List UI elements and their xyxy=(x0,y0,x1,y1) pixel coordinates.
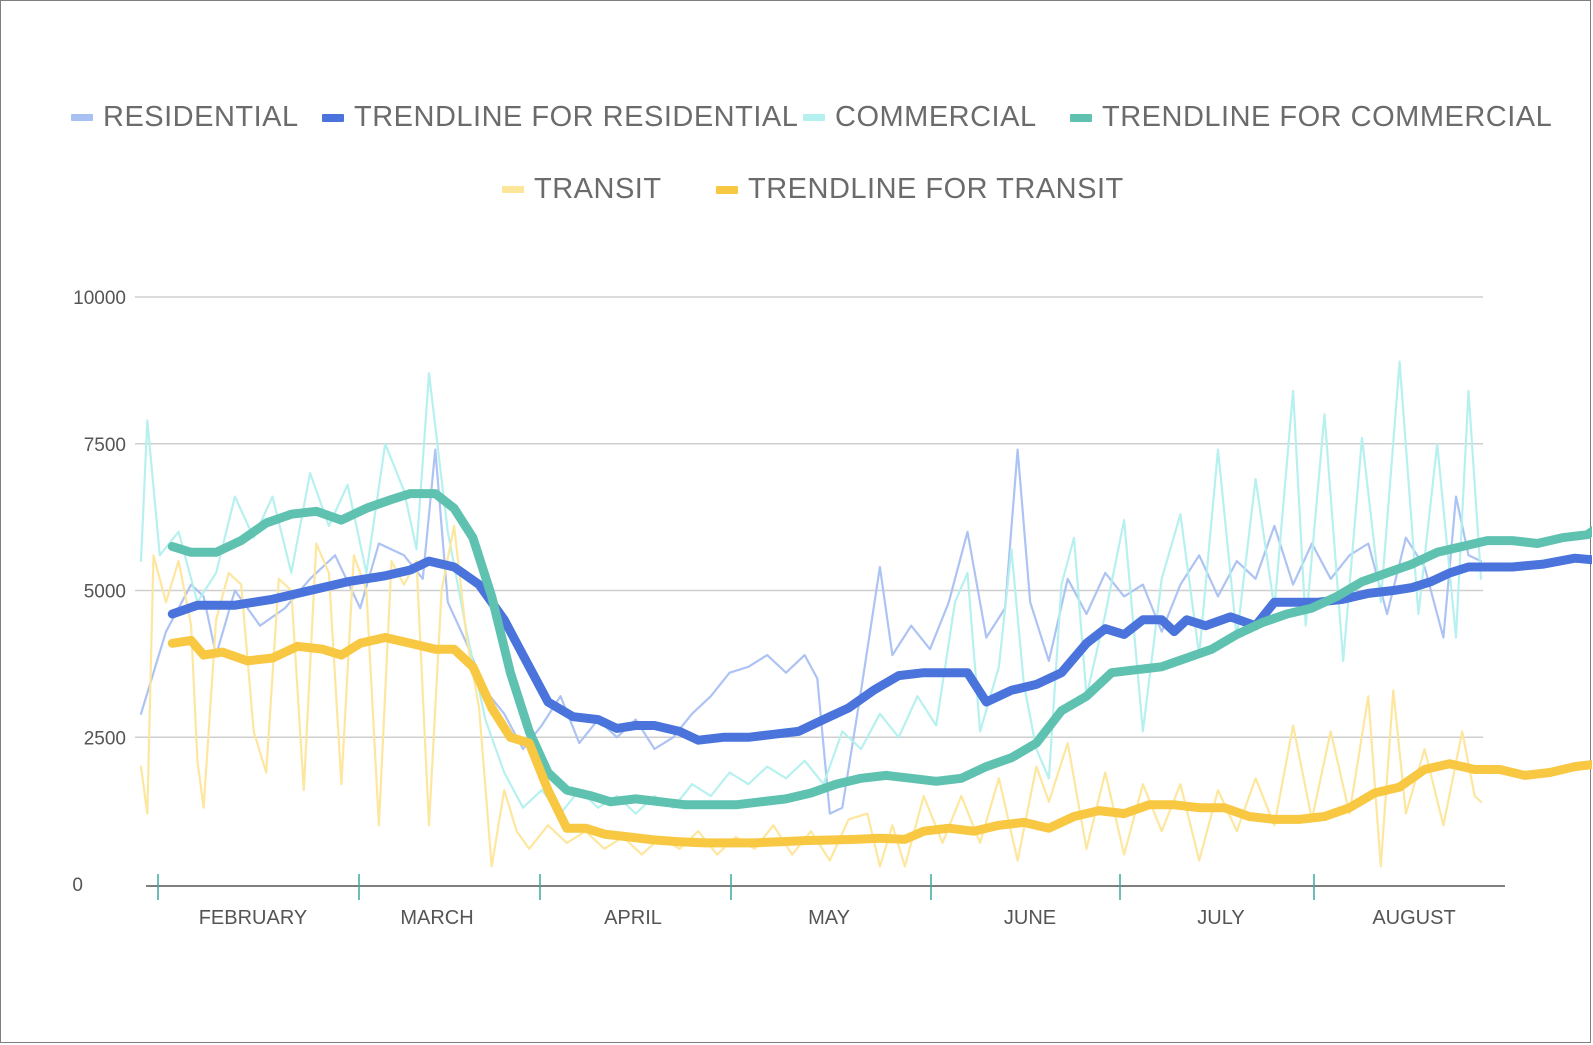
x-tick-label: AUGUST xyxy=(1372,907,1455,929)
legend-item-trendline-commercial[interactable]: TRENDLINE FOR COMMERCIAL xyxy=(1070,101,1552,134)
legend-label-trendline-transit: TRENDLINE FOR TRANSIT xyxy=(748,173,1124,205)
grid-lines xyxy=(135,296,1483,738)
x-axis xyxy=(146,874,1505,900)
legend-swatch-trendline-commercial xyxy=(1070,113,1092,122)
legend-item-transit[interactable]: TRANSIT xyxy=(502,173,662,206)
series-line-trendline-commercial xyxy=(167,489,1592,810)
legend-swatch-residential xyxy=(71,114,93,121)
series-line-trendline-residential xyxy=(167,553,1592,745)
series-line-commercial xyxy=(139,360,1483,815)
legend-item-commercial[interactable]: COMMERCIAL xyxy=(803,101,1037,134)
legend-swatch-trendline-residential xyxy=(322,113,344,122)
legend-swatch-trendline-transit xyxy=(716,185,738,194)
legend-row-1: RESIDENTIAL TRENDLINE FOR RESIDENTIAL CO… xyxy=(1,101,1593,141)
legend-item-trendline-transit[interactable]: TRENDLINE FOR TRANSIT xyxy=(716,173,1124,206)
y-tick-label: 5000 xyxy=(84,582,126,603)
trend-series-layer xyxy=(167,489,1592,848)
legend-item-trendline-residential[interactable]: TRENDLINE FOR RESIDENTIAL xyxy=(322,101,798,134)
series-line-residential xyxy=(139,448,1483,815)
x-tick-label: MARCH xyxy=(400,907,473,929)
x-tick-label: APRIL xyxy=(604,907,662,929)
x-tick-label: MAY xyxy=(808,907,850,929)
legend-label-trendline-residential: TRENDLINE FOR RESIDENTIAL xyxy=(354,101,799,133)
legend-label-trendline-commercial: TRENDLINE FOR COMMERCIAL xyxy=(1102,101,1553,133)
y-tick-label: 7500 xyxy=(84,435,126,456)
legend-row-2: TRANSIT TRENDLINE FOR TRANSIT xyxy=(1,173,1593,213)
axis-labels: 0 2500 5000 7500 10000 FEBRUARY MARCH APRIL MAY J… xyxy=(72,288,1455,929)
y-tick-label: 2500 xyxy=(84,728,126,749)
x-tick-label: JUNE xyxy=(1004,907,1056,929)
legend-item-residential[interactable]: RESIDENTIAL xyxy=(71,101,299,134)
legend-swatch-commercial xyxy=(803,114,825,121)
x-tick-label: FEBRUARY xyxy=(199,907,308,929)
y-tick-label: 0 xyxy=(72,875,83,896)
x-tick-label: JULY xyxy=(1197,907,1244,929)
legend-swatch-transit xyxy=(502,186,524,193)
series-line-trendline-transit xyxy=(167,633,1592,848)
legend-label-residential: RESIDENTIAL xyxy=(103,101,299,133)
legend-label-transit: TRANSIT xyxy=(534,173,662,205)
legend-label-commercial: COMMERCIAL xyxy=(835,101,1037,133)
y-tick-label: 10000 xyxy=(73,288,126,309)
